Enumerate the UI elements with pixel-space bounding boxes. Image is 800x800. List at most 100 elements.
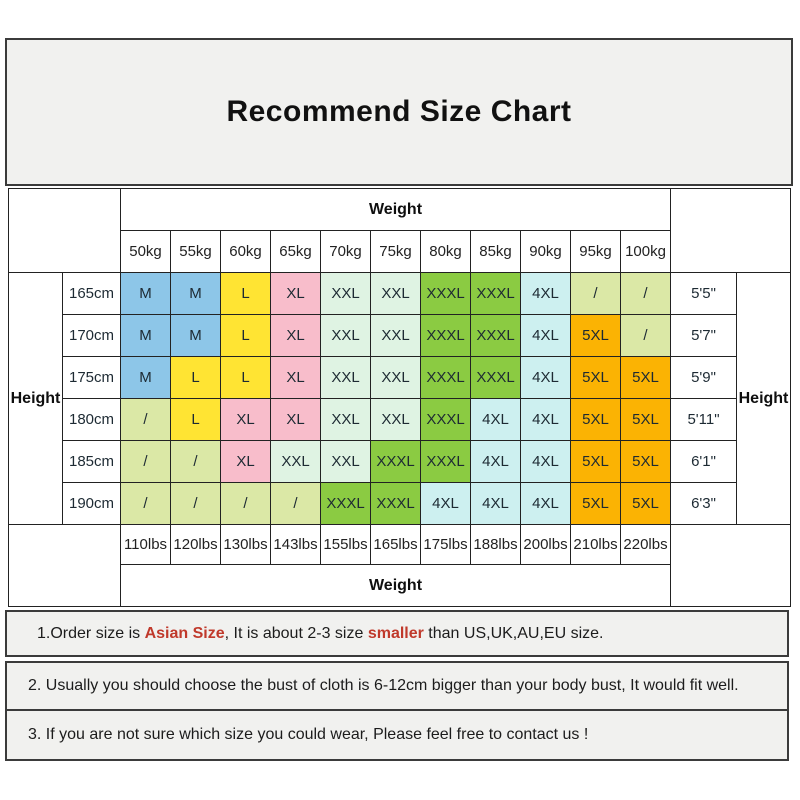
size-cell: 5XL [620,356,671,399]
size-cell: XXXL [420,398,471,441]
table-row: Weight [9,564,791,607]
table-row: 110lbs 120lbs 130lbs 143lbs 155lbs 165lbs 175l… [8,524,791,607]
height-cm-label: 175cm [62,356,121,399]
size-cell: / [220,482,271,525]
note-1-text-start: 1.Order size is [37,625,145,642]
height-cm-label: 170cm [62,314,121,357]
size-cell: / [170,482,221,525]
weight-kg-label: 100kg [620,230,671,273]
size-cell: 4XL [470,482,521,525]
weight-kg-label: 50kg [120,230,171,273]
size-cell: 4XL [520,272,571,315]
size-cell: XXL [370,398,421,441]
weight-lbs-label: 188lbs [470,524,521,565]
size-cell: / [120,440,171,483]
size-cell: L [220,272,271,315]
size-cell: XXL [320,272,371,315]
weight-lbs-label: 155lbs [320,524,371,565]
corner-bottom-right [670,524,791,607]
height-ft-label: 5'7" [670,314,737,357]
page-title: Recommend Size Chart [226,95,572,128]
height-cm-label: 165cm [62,272,121,315]
size-cell: 5XL [570,398,621,441]
size-cell: L [220,314,271,357]
size-chart-table: Weight 50kg 55kg 60kg 65kg 70kg 75kg 80kg 85kg 90… [8,188,791,607]
title-panel: Recommend Size Chart [5,38,793,186]
size-cell: M [120,356,171,399]
size-cell: XXL [320,356,371,399]
size-cell: / [270,482,321,525]
height-label-right: Height [736,272,791,525]
note-1-text-mid: , It is about 2-3 size [224,625,368,642]
weight-kg-label: 95kg [570,230,621,273]
height-ft-label: 6'1" [670,440,737,483]
weight-lbs-label: 165lbs [370,524,421,565]
size-cell: XXXL [420,314,471,357]
size-cell: 5XL [620,482,671,525]
note-2: 2. Usually you should choose the bust of… [7,663,787,711]
weight-footer-label: Weight [120,564,671,607]
size-cell: 5XL [570,440,621,483]
weight-kg-label: 75kg [370,230,421,273]
size-cell: / [120,398,171,441]
size-cell: 5XL [570,356,621,399]
size-cell: 4XL [420,482,471,525]
height-ft-label: 5'11" [670,398,737,441]
size-cell: 4XL [470,440,521,483]
weight-lbs-label: 200lbs [520,524,571,565]
note-panel-1: 1.Order size is Asian Size, It is about … [5,610,789,657]
table-row: 190cm / / / / XXXL XXXL 4XL 4XL 4XL 5XL 5XL 6'3" [9,482,791,525]
size-cell: M [170,272,221,315]
size-cell: L [170,356,221,399]
size-cell: M [120,314,171,357]
size-cell: XXXL [470,272,521,315]
size-cell: M [170,314,221,357]
size-cell: XXXL [370,440,421,483]
note-1-text-end: than US,UK,AU,EU size. [423,625,604,642]
size-cell: XXXL [420,356,471,399]
size-cell: 4XL [520,356,571,399]
weight-kg-label: 85kg [470,230,521,273]
note-1: 1.Order size is Asian Size, It is about … [7,612,787,655]
size-cell: 4XL [520,482,571,525]
height-cm-label: 190cm [62,482,121,525]
size-cell: XXL [370,272,421,315]
weight-lbs-label: 110lbs [120,524,171,565]
size-cell: 4XL [520,398,571,441]
note-1-highlight-smaller: smaller [367,625,424,642]
size-cell: XL [220,440,271,483]
height-label-left: Height [8,272,63,525]
size-cell: 4XL [520,440,571,483]
size-cell: XL [270,398,321,441]
size-cell: 4XL [520,314,571,357]
weight-kg-label: 70kg [320,230,371,273]
size-cell: XXL [270,440,321,483]
weight-kg-label: 90kg [520,230,571,273]
corner-top-right [670,188,791,273]
size-cell: 5XL [570,482,621,525]
height-ft-label: 5'5" [670,272,737,315]
corner-top-left [8,188,121,273]
size-chart-body: Weight 50kg 55kg 60kg 65kg 70kg 75kg 80kg 85kg 90… [8,188,791,607]
weight-lbs-label: 120lbs [170,524,221,565]
table-row: 50kg 55kg 60kg 65kg 70kg 75kg 80kg 85kg 90kg 95kg… [9,230,791,273]
size-cell: M [120,272,171,315]
corner-bottom-left [8,524,121,607]
size-cell: XXXL [320,482,371,525]
size-cell: / [620,272,671,315]
size-cell: XXL [370,314,421,357]
weight-kg-label: 55kg [170,230,221,273]
size-cell: / [570,272,621,315]
weight-lbs-label: 175lbs [420,524,471,565]
size-cell: XXL [320,314,371,357]
size-cell: / [170,440,221,483]
weight-kg-label: 65kg [270,230,321,273]
weight-lbs-label: 143lbs [270,524,321,565]
height-cm-label: 185cm [62,440,121,483]
height-ft-label: 6'3" [670,482,737,525]
size-cell: / [120,482,171,525]
height-cm-label: 180cm [62,398,121,441]
height-ft-label: 5'9" [670,356,737,399]
size-cell: 4XL [470,398,521,441]
table-row: Weight [8,188,791,273]
